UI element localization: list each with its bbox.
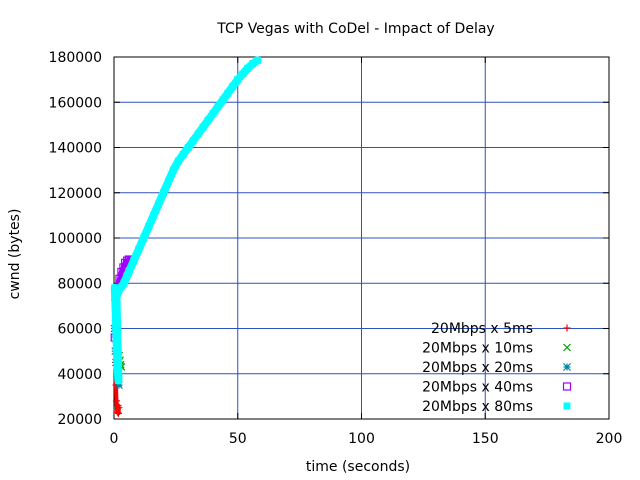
x-tick-label: 200 <box>596 431 623 447</box>
data-point <box>249 60 257 68</box>
data-point <box>115 381 123 389</box>
legend-marker <box>563 324 571 332</box>
data-point <box>114 377 122 385</box>
data-point <box>130 257 138 265</box>
data-point <box>169 166 177 174</box>
data-point <box>115 286 123 294</box>
legend-marker <box>563 343 571 352</box>
data-point <box>113 347 121 355</box>
y-axis-label: cwnd (bytes) <box>7 209 23 300</box>
data-point <box>112 325 120 332</box>
data-point <box>204 116 212 124</box>
plot-area: 0 50 100 150 200 20000 40000 60000 80000 100000 12… <box>49 50 623 447</box>
data-point <box>155 200 163 208</box>
series-trace <box>110 56 262 385</box>
legend-label: 20Mbps x 10ms <box>422 341 533 357</box>
data-point <box>115 404 123 412</box>
y-tick-label: 140000 <box>49 141 102 157</box>
data-point <box>214 103 222 111</box>
legend: 20Mbps x 5ms 20Mbps x 10ms 20Mbps x 20ms 20… <box>422 321 572 415</box>
data-point <box>135 245 143 253</box>
y-tick-label: 180000 <box>49 50 102 66</box>
x-tick-label: 50 <box>229 431 247 447</box>
y-tick-label: 40000 <box>57 367 102 383</box>
legend-label: 20Mbps x 5ms <box>431 321 533 337</box>
data-point <box>234 76 242 84</box>
data-point <box>125 268 133 276</box>
data-point <box>229 82 237 90</box>
data-point <box>150 211 158 219</box>
data-point <box>224 89 232 97</box>
data-point <box>179 150 187 158</box>
data-point <box>199 123 207 131</box>
data-point <box>174 157 182 165</box>
data-point <box>164 177 172 185</box>
legend-marker <box>562 382 572 391</box>
data-point <box>145 223 153 231</box>
x-tick-label: 100 <box>348 431 375 447</box>
legend-label: 20Mbps x 20ms <box>422 360 533 376</box>
data-point <box>112 397 120 405</box>
data-point <box>184 144 192 151</box>
y-tick-label: 20000 <box>57 412 102 428</box>
data-point <box>239 70 247 78</box>
data-point <box>114 365 122 373</box>
data-point <box>111 302 119 310</box>
series-5 <box>110 56 262 385</box>
data-point <box>112 293 120 301</box>
data-point <box>244 64 252 72</box>
y-tick-label: 160000 <box>49 95 102 111</box>
legend-marker <box>563 363 571 371</box>
data-point <box>194 130 202 138</box>
legend-marker <box>563 402 571 410</box>
data-point <box>111 284 119 292</box>
chart-title: TCP Vegas with CoDel - Impact of Delay <box>216 21 494 37</box>
x-tick-label: 0 <box>110 431 119 447</box>
data-point <box>209 110 217 118</box>
legend-label: 20Mbps x 80ms <box>422 399 533 415</box>
data-point <box>219 96 227 104</box>
y-tick-label: 120000 <box>49 186 102 202</box>
data-point <box>140 234 148 242</box>
data-point <box>113 408 121 416</box>
data-point <box>189 137 197 145</box>
legend-label: 20Mbps x 40ms <box>422 380 533 396</box>
x-tick-label: 150 <box>472 431 499 447</box>
data-point <box>160 189 167 197</box>
y-tick-label: 60000 <box>57 322 102 338</box>
y-tick-label: 100000 <box>49 231 102 247</box>
x-axis-label: time (seconds) <box>306 459 410 475</box>
data-point <box>254 56 262 64</box>
data-point <box>120 279 128 287</box>
y-tick-label: 80000 <box>57 276 102 292</box>
